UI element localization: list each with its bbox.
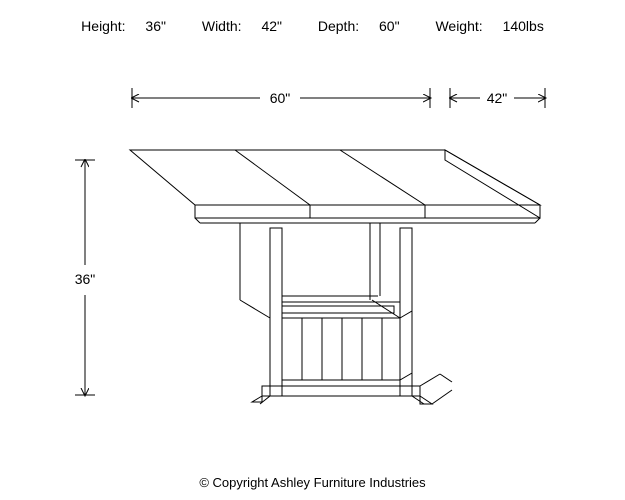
dimension-depth-value: 60": [270, 90, 291, 106]
diagram-svg: 60" 42" 36": [0, 0, 625, 500]
dimension-width: 42": [450, 88, 545, 108]
dimension-width-value: 42": [487, 90, 508, 106]
dimension-height: 36": [75, 160, 96, 395]
table-drawing: [130, 150, 540, 404]
dimension-depth: 60": [132, 88, 430, 108]
copyright-text: © Copyright Ashley Furniture Industries: [0, 475, 625, 490]
dimension-height-value: 36": [75, 271, 96, 287]
